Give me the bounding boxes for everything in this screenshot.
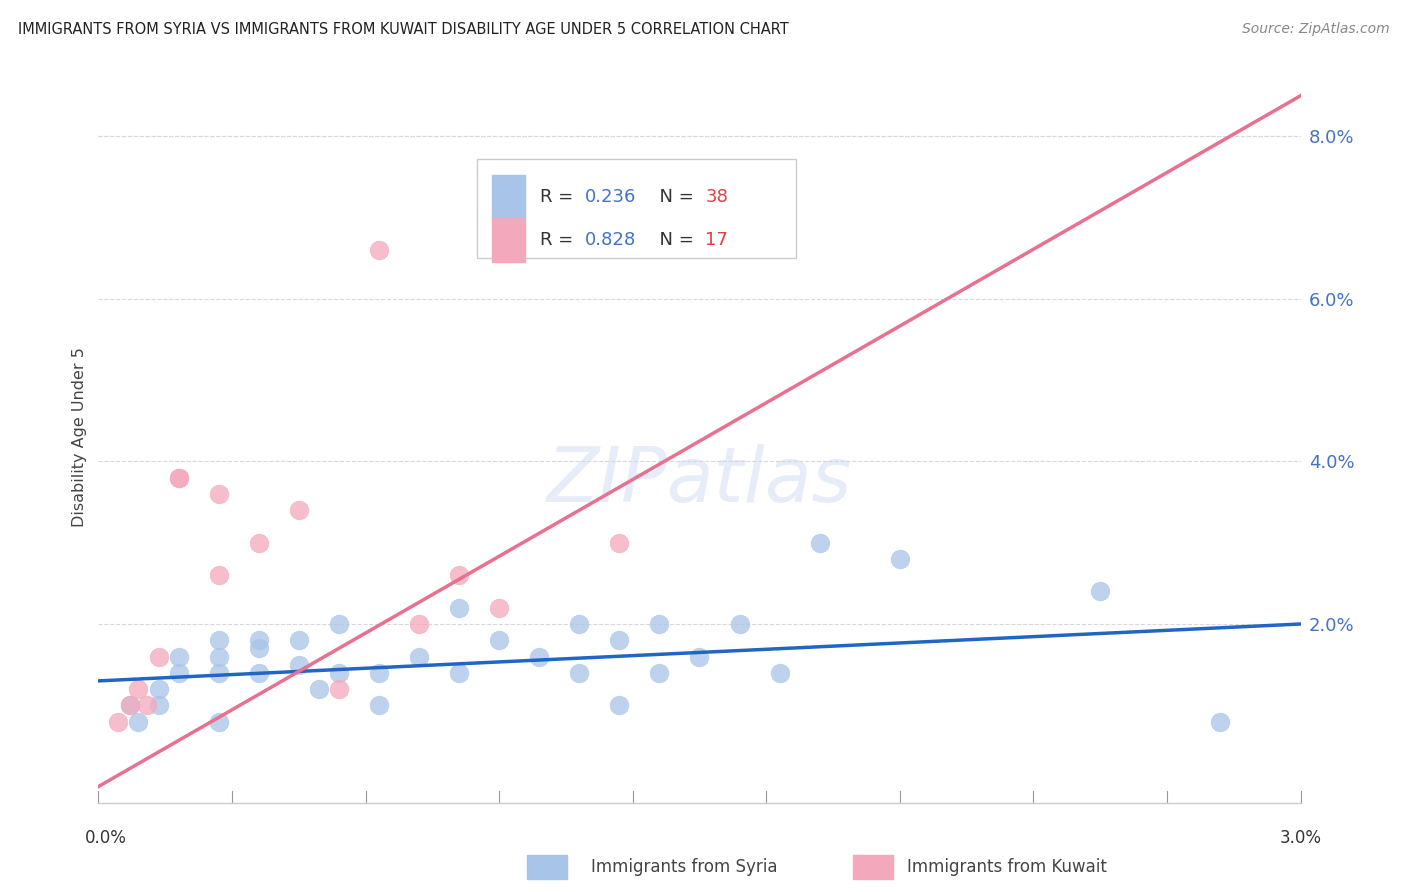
Text: 3.0%: 3.0% — [1279, 829, 1322, 847]
Point — [447, 600, 470, 615]
Point — [148, 698, 170, 713]
Point — [208, 568, 231, 582]
Point — [247, 665, 270, 680]
Point — [247, 633, 270, 648]
Point — [1090, 584, 1112, 599]
Point — [135, 698, 157, 713]
Y-axis label: Disability Age Under 5: Disability Age Under 5 — [72, 347, 87, 527]
Text: IMMIGRANTS FROM SYRIA VS IMMIGRANTS FROM KUWAIT DISABILITY AGE UNDER 5 CORRELATI: IMMIGRANTS FROM SYRIA VS IMMIGRANTS FROM… — [18, 22, 789, 37]
Point — [167, 471, 190, 485]
Text: Immigrants from Kuwait: Immigrants from Kuwait — [907, 858, 1107, 876]
FancyBboxPatch shape — [477, 159, 796, 258]
Point — [167, 649, 190, 664]
Point — [368, 665, 391, 680]
Text: R =: R = — [540, 231, 579, 249]
Point — [208, 633, 231, 648]
Text: N =: N = — [648, 231, 699, 249]
Point — [208, 665, 231, 680]
Point — [120, 698, 142, 713]
Point — [609, 698, 631, 713]
Point — [889, 552, 911, 566]
Point — [689, 649, 711, 664]
Point — [208, 649, 231, 664]
Point — [328, 681, 350, 696]
Bar — [492, 219, 526, 262]
Point — [148, 649, 170, 664]
Point — [808, 535, 831, 549]
Point — [648, 665, 671, 680]
Text: 0.828: 0.828 — [585, 231, 637, 249]
Point — [368, 698, 391, 713]
Point — [128, 714, 150, 729]
Bar — [492, 175, 526, 219]
Text: R =: R = — [540, 187, 579, 206]
Point — [128, 681, 150, 696]
Point — [609, 633, 631, 648]
Text: 38: 38 — [706, 187, 728, 206]
Point — [568, 617, 591, 632]
Point — [288, 633, 311, 648]
Point — [609, 535, 631, 549]
Point — [488, 600, 510, 615]
Text: 0.0%: 0.0% — [84, 829, 127, 847]
Point — [368, 243, 391, 257]
Text: Immigrants from Syria: Immigrants from Syria — [591, 858, 778, 876]
Point — [447, 665, 470, 680]
Point — [529, 649, 551, 664]
Point — [408, 617, 430, 632]
Point — [167, 471, 190, 485]
Point — [288, 657, 311, 672]
Text: N =: N = — [648, 187, 699, 206]
Text: 17: 17 — [706, 231, 728, 249]
Point — [167, 665, 190, 680]
Text: ZIPatlas: ZIPatlas — [547, 444, 852, 518]
Text: Source: ZipAtlas.com: Source: ZipAtlas.com — [1241, 22, 1389, 37]
Point — [728, 617, 751, 632]
Point — [148, 681, 170, 696]
Point — [120, 698, 142, 713]
Point — [308, 681, 330, 696]
Point — [1209, 714, 1232, 729]
Point — [648, 617, 671, 632]
Point — [208, 714, 231, 729]
Point — [328, 665, 350, 680]
Point — [247, 535, 270, 549]
Point — [288, 503, 311, 517]
Point — [408, 649, 430, 664]
Text: 0.236: 0.236 — [585, 187, 637, 206]
Point — [568, 665, 591, 680]
Point — [769, 665, 792, 680]
Point — [447, 568, 470, 582]
Point — [107, 714, 129, 729]
Point — [328, 617, 350, 632]
Point — [208, 487, 231, 501]
Point — [247, 641, 270, 656]
Point — [488, 633, 510, 648]
